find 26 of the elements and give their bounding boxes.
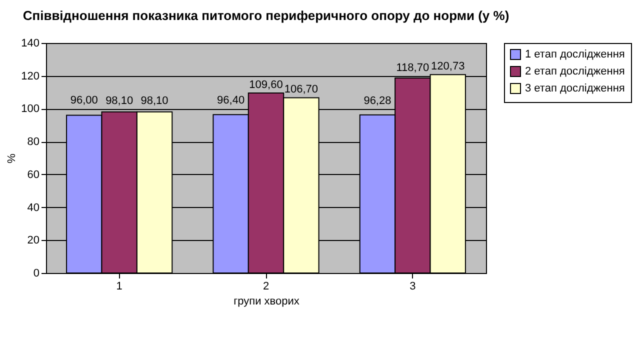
y-tick-label: 60 [27,168,40,181]
y-tick-label: 140 [21,38,40,50]
data-label: 109,60 [249,78,283,91]
legend-label: 1 етап дослідження [525,48,625,60]
legend-label: 3 етап дослідження [525,82,625,94]
y-tick-label: 80 [27,136,40,148]
data-label: 98,10 [140,94,168,107]
y-tick-label: 20 [27,234,40,247]
y-tick-label: 120 [21,70,40,82]
data-label: 106,70 [284,84,318,96]
chart-title: Співвідношення показника питомого периферичного опору до норми (у %) [22,8,510,23]
y-tick-label: 40 [27,202,40,214]
legend-label: 2 етап дослідження [525,66,625,78]
data-label: 120,73 [431,60,465,73]
x-tick-label: 3 [410,280,416,292]
data-label: 118,70 [396,62,430,74]
y-axis-title: % [6,153,18,164]
x-tick-label: 2 [262,280,270,292]
data-label: 96,40 [217,94,245,107]
data-label: 98,10 [106,94,134,107]
x-axis-title: групи хворих [234,296,300,308]
data-label: 96,28 [364,94,392,107]
y-tick-label: 0 [33,268,40,280]
y-tick-label: 100 [21,103,40,116]
data-label: 96,00 [70,94,98,106]
x-tick-label: 1 [116,280,122,292]
